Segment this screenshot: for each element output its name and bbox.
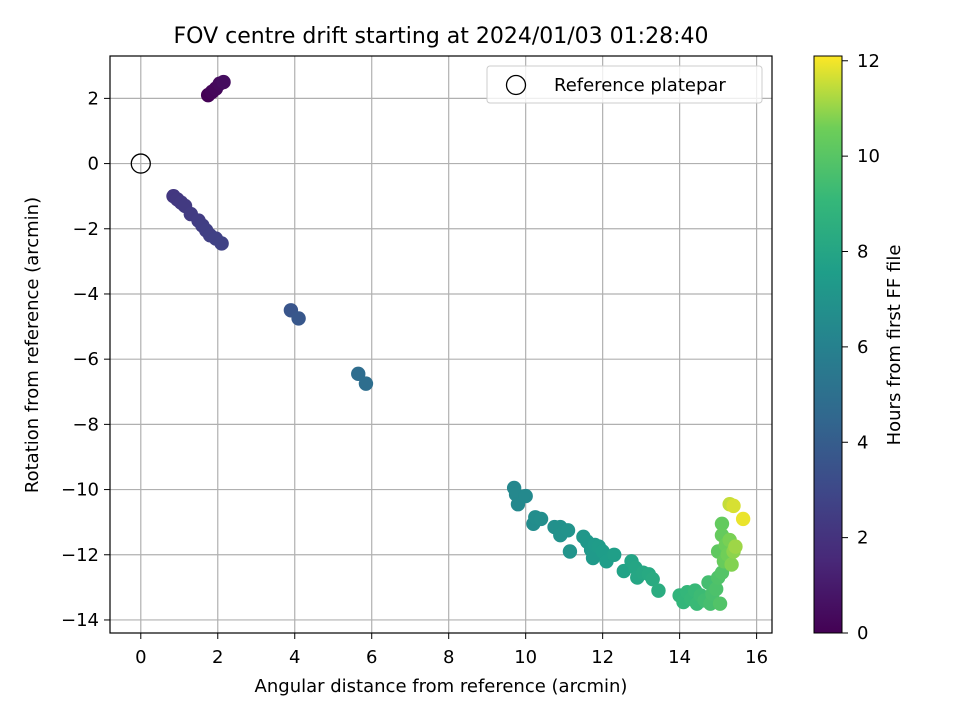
colorbar-tick-label: 12 [857,51,880,72]
x-tick-label: 12 [591,647,614,668]
data-point [291,311,306,326]
x-tick-label: 8 [443,647,454,668]
data-point [708,581,724,597]
y-tick-label: 2 [88,88,99,109]
colorbar-ticks: 0 2 4 6 8 10 12 [842,51,880,644]
y-tick-label: −12 [61,545,99,566]
legend-box [486,65,763,104]
data-point [606,547,622,562]
data-point [712,596,728,611]
colorbar-tick-label: 2 [857,528,868,549]
data-point [533,511,549,527]
colorbar: 0 2 4 6 8 10 12 Hours from first FF file [813,51,905,644]
data-point [728,539,743,554]
y-axis-ticks: −14 −12 −10 −8 −6 −4 −2 0 2 [61,88,110,631]
y-tick-label: −8 [72,414,99,435]
data-point [714,565,730,580]
x-tick-label: 14 [668,647,691,668]
colorbar-tick-label: 8 [857,242,868,263]
y-axis-label: Rotation from reference (arcmin) [22,197,43,493]
y-tick-label: −2 [72,219,99,240]
y-tick-label: −4 [72,284,99,305]
data-point [724,557,739,572]
data-point [214,236,229,251]
data-point [651,583,666,598]
legend-reference-marker [505,74,527,96]
chart-title: FOV centre drift starting at 2024/01/03 … [174,24,709,49]
data-point [216,74,231,90]
colorbar-tick-label: 4 [857,432,868,453]
x-tick-label: 2 [212,647,223,668]
legend-entry-label: Reference platepar [554,75,726,96]
data-point [616,563,632,579]
data-points [130,74,751,611]
x-axis-label: Angular distance from reference (arcmin) [255,676,628,697]
y-tick-label: −14 [61,610,99,631]
data-point [726,498,741,514]
data-point [560,523,576,538]
data-point [714,516,730,531]
x-tick-label: 0 [135,647,146,668]
legend: Reference platepar [486,65,763,104]
x-tick-label: 10 [514,647,537,668]
y-tick-label: −6 [72,349,99,370]
plot-frame [109,55,773,634]
colorbar-gradient [813,55,843,634]
grid-lines [110,56,772,633]
y-tick-label: −10 [61,480,99,501]
colorbar-tick-label: 0 [857,623,868,644]
data-point [562,544,578,559]
x-tick-label: 16 [745,647,768,668]
colorbar-tick-label: 6 [857,337,868,358]
x-tick-label: 4 [289,647,300,668]
x-tick-label: 6 [366,647,377,668]
data-point [351,366,366,382]
y-tick-label: 0 [88,154,99,175]
reference-platepar-marker [130,153,151,174]
data-point [735,511,751,527]
colorbar-label: Hours from first FF file [884,245,905,446]
data-point [358,376,374,391]
colorbar-tick-label: 10 [857,146,880,167]
data-point [518,488,533,504]
x-axis-ticks: 0 2 4 6 8 10 12 14 16 [135,633,768,668]
data-point [645,572,660,587]
